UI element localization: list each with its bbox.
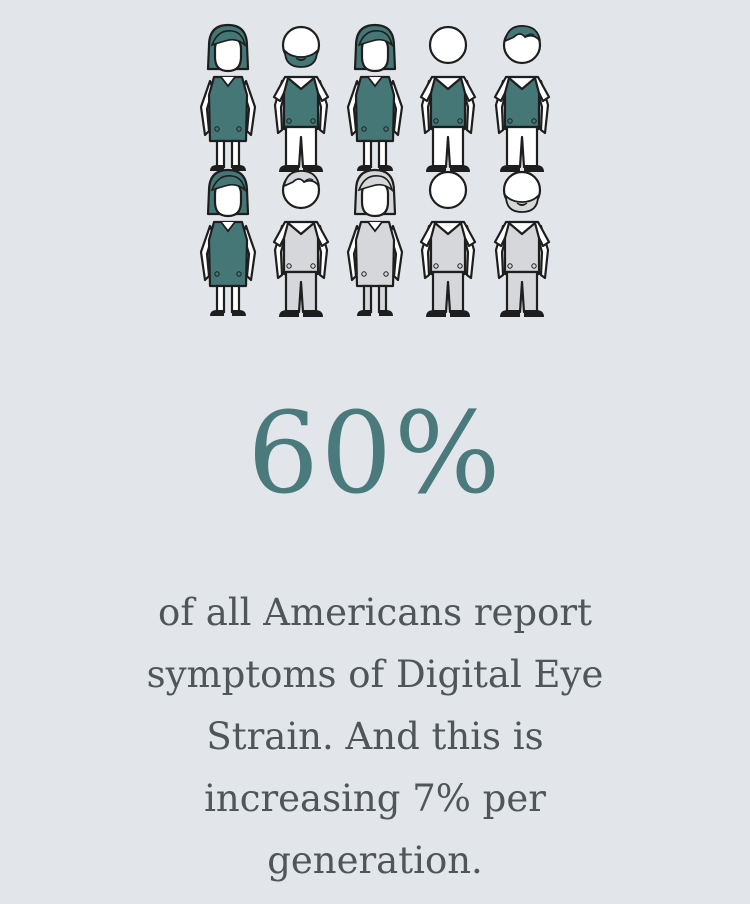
person-highlighted-bald-man-icon	[419, 25, 477, 172]
caption-line: of all Americans report	[158, 591, 592, 634]
caption-line: increasing 7% per	[204, 777, 546, 820]
person-highlighted-woman-icon	[199, 168, 257, 316]
caption-line: symptoms of Digital Eye	[146, 653, 604, 696]
person-neutral-woman-icon	[346, 168, 404, 316]
caption-line: generation.	[267, 839, 483, 882]
caption-line: Strain. And this is	[206, 715, 544, 758]
person-neutral-bearded-man-icon	[493, 170, 551, 317]
statistic-percentage: 60%	[247, 389, 503, 519]
person-highlighted-quiff-man-icon	[493, 25, 551, 172]
statistic-caption: of all Americans report symptoms of Digi…	[95, 582, 655, 892]
person-highlighted-woman-icon	[199, 23, 257, 171]
people-figures	[199, 23, 551, 317]
person-highlighted-woman-icon	[346, 23, 404, 171]
person-neutral-bald-man-icon	[419, 170, 477, 317]
person-neutral-quiff-man-icon	[272, 170, 330, 317]
person-highlighted-bearded-man-icon	[272, 25, 330, 172]
